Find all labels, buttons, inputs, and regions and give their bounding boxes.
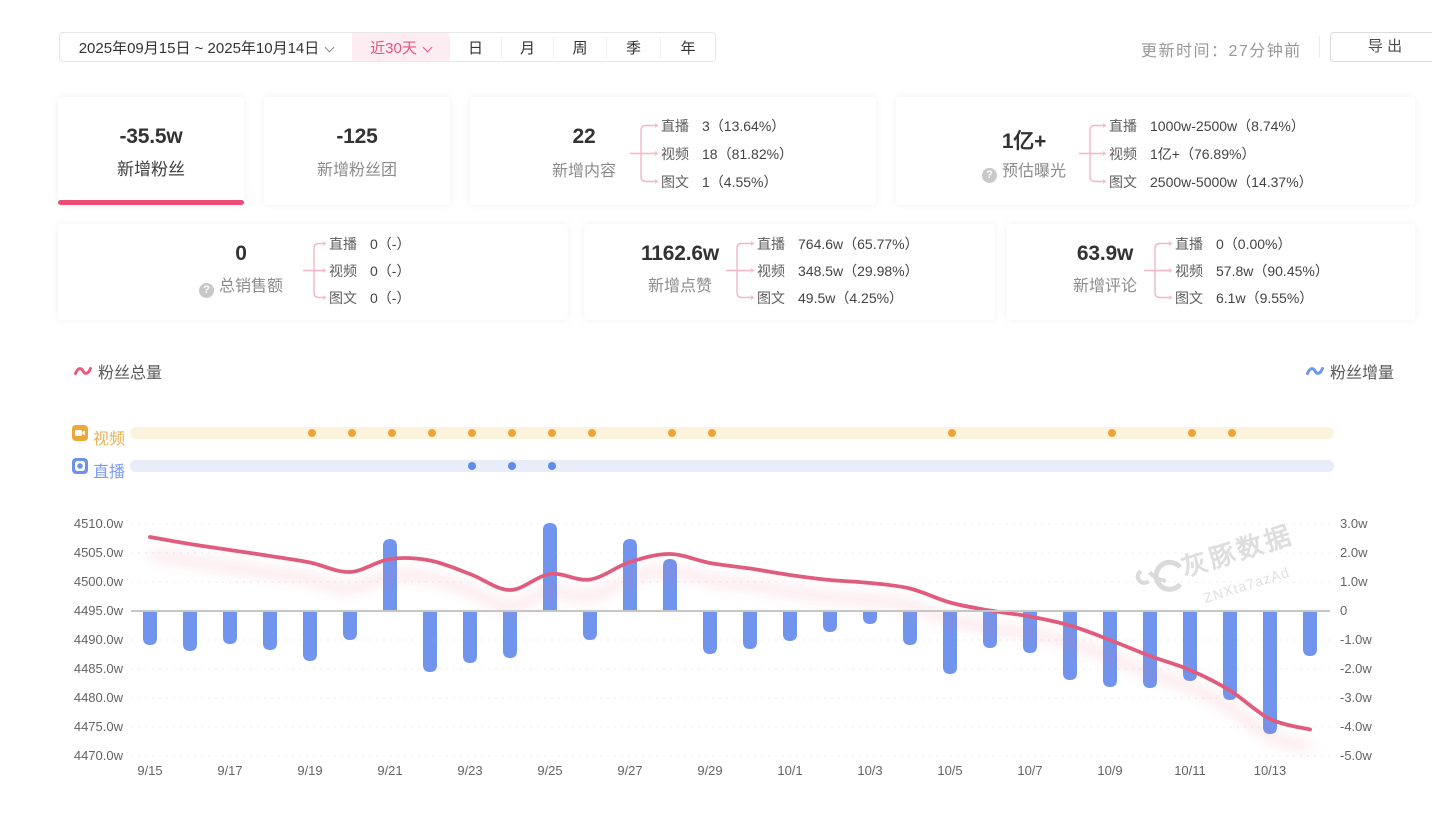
svg-text:4475.0w: 4475.0w: [74, 719, 124, 734]
svg-text:9/17: 9/17: [217, 763, 242, 778]
svg-text:1.0w: 1.0w: [1340, 574, 1368, 589]
svg-text:10/7: 10/7: [1017, 763, 1042, 778]
svg-text:10/3: 10/3: [857, 763, 882, 778]
svg-text:4480.0w: 4480.0w: [74, 690, 124, 705]
svg-text:9/29: 9/29: [697, 763, 722, 778]
svg-text:0: 0: [1340, 603, 1347, 618]
svg-text:4510.0w: 4510.0w: [74, 516, 124, 531]
svg-text:4495.0w: 4495.0w: [74, 603, 124, 618]
svg-text:10/1: 10/1: [777, 763, 802, 778]
svg-text:4485.0w: 4485.0w: [74, 661, 124, 676]
svg-text:10/9: 10/9: [1097, 763, 1122, 778]
svg-text:9/25: 9/25: [537, 763, 562, 778]
svg-text:4505.0w: 4505.0w: [74, 545, 124, 560]
svg-text:4500.0w: 4500.0w: [74, 574, 124, 589]
svg-text:4490.0w: 4490.0w: [74, 632, 124, 647]
svg-text:9/19: 9/19: [297, 763, 322, 778]
svg-text:-3.0w: -3.0w: [1340, 690, 1372, 705]
svg-text:3.0w: 3.0w: [1340, 516, 1368, 531]
svg-text:9/23: 9/23: [457, 763, 482, 778]
svg-text:9/15: 9/15: [137, 763, 162, 778]
svg-text:-5.0w: -5.0w: [1340, 748, 1372, 763]
svg-text:10/5: 10/5: [937, 763, 962, 778]
svg-text:10/13: 10/13: [1254, 763, 1287, 778]
svg-text:-2.0w: -2.0w: [1340, 661, 1372, 676]
svg-text:-1.0w: -1.0w: [1340, 632, 1372, 647]
svg-text:9/21: 9/21: [377, 763, 402, 778]
svg-text:2.0w: 2.0w: [1340, 545, 1368, 560]
svg-text:10/11: 10/11: [1174, 763, 1206, 778]
svg-text:4470.0w: 4470.0w: [74, 748, 124, 763]
svg-text:9/27: 9/27: [617, 763, 642, 778]
svg-text:-4.0w: -4.0w: [1340, 719, 1372, 734]
